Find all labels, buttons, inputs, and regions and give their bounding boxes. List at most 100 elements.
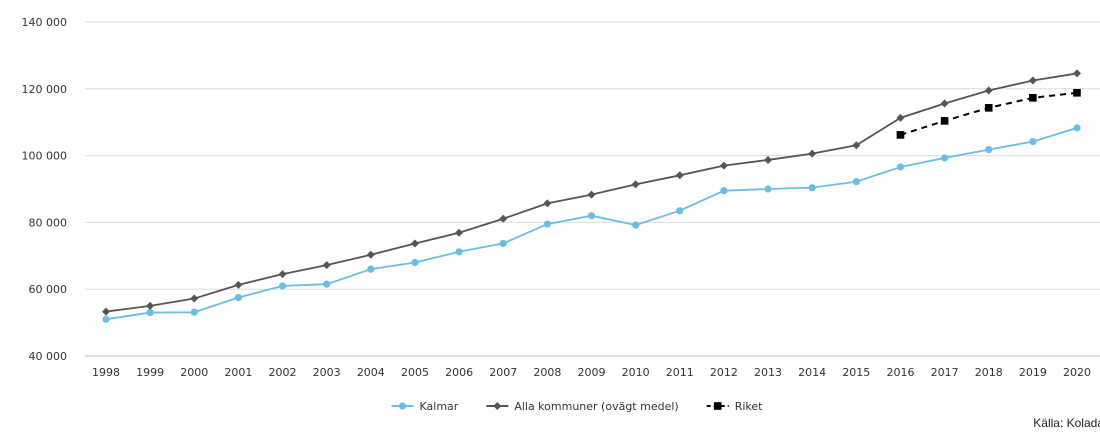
x-tick-label: 1998	[92, 366, 120, 379]
data-point	[366, 250, 375, 259]
y-tick-label: 60 000	[29, 283, 68, 296]
data-point	[102, 315, 110, 323]
data-point	[278, 270, 287, 279]
data-point	[896, 131, 905, 139]
data-point	[808, 184, 816, 192]
x-tick-label: 2000	[180, 366, 208, 379]
legend-label: Kalmar	[420, 400, 459, 413]
series-2	[896, 89, 1081, 139]
x-tick-label: 2008	[533, 366, 561, 379]
data-point	[278, 282, 287, 290]
data-point	[940, 154, 949, 162]
x-tick-label: 2015	[842, 366, 870, 379]
x-tick-label: 2018	[975, 366, 1003, 379]
data-point	[543, 199, 552, 208]
data-point	[720, 187, 728, 195]
data-point	[543, 220, 551, 228]
data-point	[455, 248, 463, 256]
data-point	[896, 113, 905, 122]
x-tick-label: 2003	[313, 366, 341, 379]
data-point	[411, 258, 419, 267]
data-point	[764, 185, 772, 193]
legend-marker	[713, 402, 722, 410]
data-point	[587, 212, 596, 220]
data-point	[852, 178, 860, 186]
data-point	[632, 221, 640, 229]
x-tick-label: 2005	[401, 366, 429, 379]
data-point	[852, 141, 861, 150]
x-tick-label: 2011	[666, 366, 694, 379]
data-point	[675, 171, 684, 180]
data-point	[676, 207, 684, 215]
x-tick-label: 2014	[798, 366, 826, 379]
data-point	[764, 155, 773, 164]
x-tick-label: 2017	[931, 366, 959, 379]
x-tick-label: 2004	[357, 366, 385, 379]
data-point	[146, 301, 155, 310]
data-point	[499, 214, 508, 223]
data-point	[940, 117, 949, 125]
data-point	[190, 308, 198, 316]
data-point	[1029, 137, 1037, 146]
legend-item: Riket	[706, 400, 763, 413]
series-line	[105, 127, 1078, 321]
x-tick-label: 2016	[886, 366, 914, 379]
legend-label: Riket	[735, 400, 763, 413]
data-point	[234, 280, 243, 289]
data-point	[1028, 76, 1037, 85]
data-point	[1073, 89, 1081, 97]
x-tick-label: 2013	[754, 366, 782, 379]
grid-lines	[85, 21, 1100, 357]
data-point	[322, 261, 331, 270]
series-line	[900, 91, 1078, 136]
series-group	[102, 69, 1081, 323]
y-tick-label: 100 000	[22, 150, 68, 163]
data-point	[631, 180, 640, 189]
series-0	[102, 124, 1081, 323]
data-point	[234, 293, 243, 302]
x-tick-label: 1999	[136, 366, 164, 379]
data-point	[587, 190, 596, 199]
data-point	[896, 163, 905, 171]
legend: Kalmar Alla kommuner (ovägt medel) Riket	[391, 400, 763, 413]
y-tick-label: 120 000	[22, 83, 68, 96]
x-tick-label: 2001	[224, 366, 252, 379]
data-point	[410, 239, 419, 248]
legend-marker	[493, 402, 502, 410]
series-1	[102, 69, 1081, 316]
legend-item: Kalmar	[391, 400, 459, 413]
data-point	[146, 308, 154, 317]
x-tick-label: 2019	[1019, 366, 1047, 379]
data-point	[719, 161, 728, 170]
x-tick-label: 2006	[445, 366, 473, 379]
data-point	[190, 294, 199, 303]
legend-marker	[398, 402, 407, 410]
x-tick-label: 2007	[489, 366, 517, 379]
data-point	[940, 99, 949, 108]
x-tick-label: 2009	[578, 366, 606, 379]
y-tick-label: 40 000	[29, 350, 68, 363]
x-tick-label: 2020	[1063, 366, 1091, 379]
y-tick-label: 140 000	[22, 16, 68, 29]
data-point	[984, 86, 993, 95]
data-point	[984, 104, 993, 112]
x-tick-label: 2002	[269, 366, 297, 379]
x-tick-label: 2010	[622, 366, 650, 379]
y-tick-label: 80 000	[29, 216, 68, 229]
x-tick-label: 2012	[710, 366, 738, 379]
legend-label: Alla kommuner (ovägt medel)	[514, 400, 678, 413]
data-point	[808, 149, 817, 158]
data-point	[1073, 69, 1081, 78]
source-note: Källa: Kolada	[1033, 416, 1100, 430]
data-point	[323, 280, 331, 288]
data-point	[499, 239, 507, 248]
data-point	[367, 265, 375, 273]
data-point	[1029, 94, 1037, 102]
legend-item: Alla kommuner (ovägt medel)	[486, 400, 679, 413]
y-axis-tick-labels: 40 000 60 000 80 000 100 000 120 000 140 000	[22, 16, 68, 363]
data-point	[455, 228, 464, 237]
data-point	[102, 307, 110, 316]
data-point	[985, 145, 993, 154]
data-point	[1073, 124, 1081, 132]
